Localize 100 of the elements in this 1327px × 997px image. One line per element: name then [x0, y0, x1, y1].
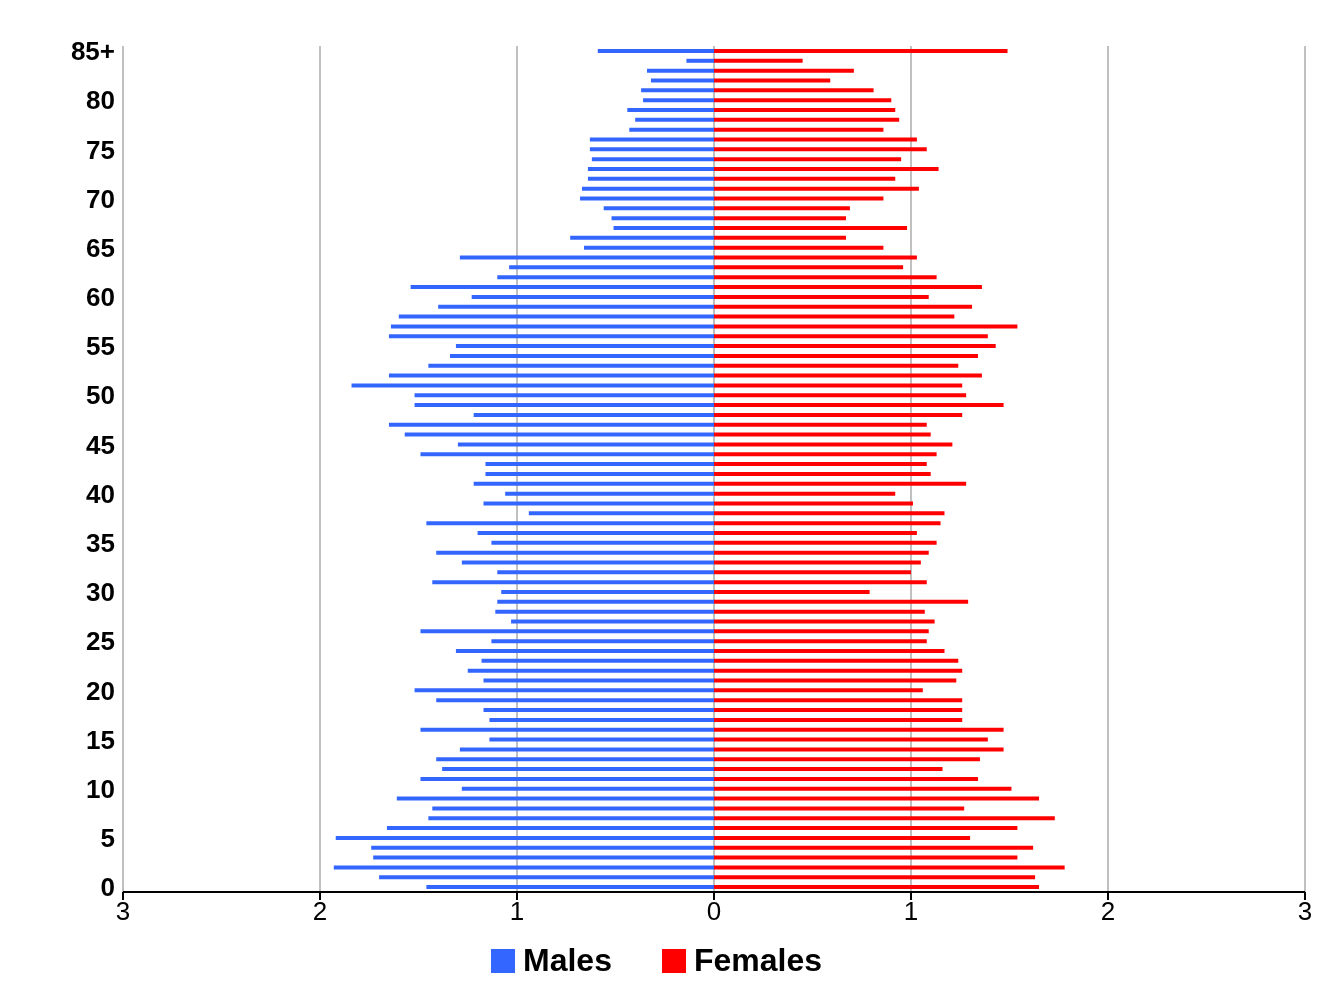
bar [714, 78, 831, 83]
bar [714, 511, 945, 516]
bar [714, 757, 980, 762]
x-tick-label: 2 [312, 896, 328, 927]
bar [388, 422, 714, 427]
bar [489, 737, 714, 742]
bar [477, 530, 714, 535]
bar [714, 560, 921, 565]
bar [714, 629, 929, 634]
bar [714, 708, 963, 713]
bar [714, 481, 967, 486]
bar [714, 688, 923, 693]
bar [714, 98, 892, 103]
bar [714, 550, 929, 555]
y-tick-label: 70 [86, 183, 115, 214]
bar [570, 235, 714, 240]
bar [714, 68, 854, 73]
bar [457, 442, 714, 447]
bar [333, 865, 714, 870]
y-tick-label: 80 [86, 85, 115, 116]
bar [647, 68, 714, 73]
bar [611, 216, 714, 221]
bar [483, 708, 714, 713]
bar [714, 245, 884, 250]
bar [714, 206, 850, 211]
bar [714, 668, 963, 673]
bar [473, 412, 714, 417]
bar [714, 471, 931, 476]
bar [714, 344, 996, 349]
bar [420, 629, 714, 634]
x-tick-label: 3 [1297, 896, 1313, 927]
bar [420, 776, 714, 781]
bar [420, 452, 714, 457]
y-tick-label: 30 [86, 577, 115, 608]
bar [426, 521, 714, 526]
bar [714, 383, 963, 388]
bar [473, 481, 714, 486]
bar [390, 324, 714, 329]
bar [428, 816, 714, 821]
bar [396, 796, 714, 801]
bar [414, 393, 714, 398]
bar [505, 491, 714, 496]
bar [714, 491, 896, 496]
bar [335, 835, 714, 840]
y-tick-label: 5 [100, 823, 115, 854]
y-tick-label: 40 [86, 478, 115, 509]
bar [714, 609, 925, 614]
bar [714, 255, 917, 260]
bar [629, 127, 714, 132]
bar [485, 471, 714, 476]
bar [714, 698, 963, 703]
bar [714, 501, 913, 506]
bar [714, 619, 935, 624]
bar [436, 757, 714, 762]
bar [483, 678, 714, 683]
bar [714, 127, 884, 132]
bar [379, 875, 714, 880]
bar [714, 599, 969, 604]
bar [583, 245, 714, 250]
bar [714, 117, 900, 122]
bar [714, 363, 959, 368]
bar [497, 275, 714, 280]
bar [714, 826, 1018, 831]
bar [420, 727, 714, 732]
bar [603, 206, 714, 211]
bar [373, 855, 714, 860]
bar [714, 442, 953, 447]
bar [627, 107, 714, 112]
bar [501, 590, 714, 594]
bar [641, 88, 714, 93]
bar [714, 796, 1040, 801]
bar [455, 344, 714, 349]
bar [714, 167, 939, 171]
bar [459, 255, 714, 260]
bar [714, 186, 919, 191]
bar [714, 324, 1018, 329]
bar [483, 501, 714, 506]
bar [491, 540, 714, 545]
bar [714, 737, 988, 742]
bar [489, 717, 714, 722]
bar [714, 452, 937, 457]
bar [426, 885, 714, 890]
bar [398, 314, 714, 319]
bar [580, 196, 714, 201]
bar [714, 717, 963, 722]
bar [371, 845, 714, 850]
bar [714, 196, 884, 201]
bar [635, 117, 714, 122]
bar [714, 885, 1040, 890]
y-tick-label: 60 [86, 282, 115, 313]
bar [714, 147, 927, 152]
bar [589, 137, 714, 142]
y-tick-label: 35 [86, 528, 115, 559]
bar [442, 767, 714, 772]
bar [455, 649, 714, 654]
bar [714, 816, 1055, 821]
bar [714, 304, 973, 309]
bar [471, 294, 714, 299]
bar [587, 167, 714, 171]
y-tick-label: 20 [86, 675, 115, 706]
